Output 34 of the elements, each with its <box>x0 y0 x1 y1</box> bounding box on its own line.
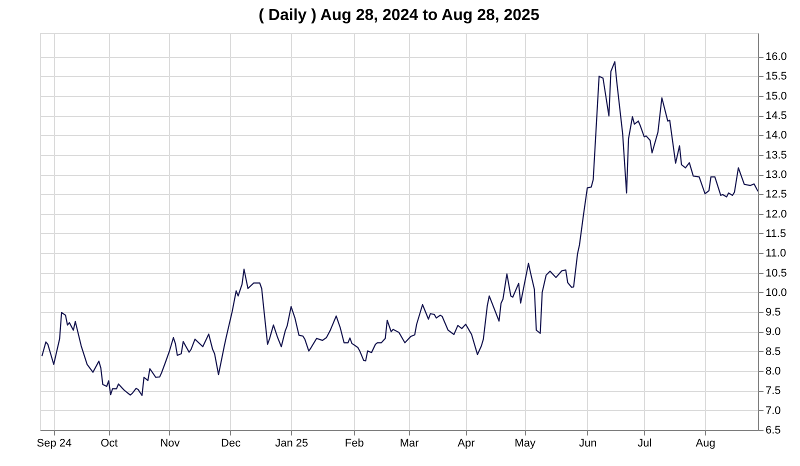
y-tick-label: 12.5 <box>766 188 787 201</box>
x-tick-label: Jul <box>638 438 652 450</box>
y-tick-label: 16.0 <box>766 51 787 64</box>
line-series <box>41 61 758 396</box>
x-tick-label: Apr <box>458 438 476 450</box>
x-tick-label: Jun <box>578 438 597 450</box>
y-tick-label: 15.5 <box>766 70 787 83</box>
x-tick-label: Jan 25 <box>275 438 308 450</box>
y-tick-label: 15.0 <box>766 90 787 102</box>
y-tick-label: 12.0 <box>766 208 787 220</box>
y-tick-label: 7.5 <box>766 385 781 398</box>
y-tick-label: 14.5 <box>766 110 787 122</box>
x-tick-label: Mar <box>400 438 420 450</box>
x-tick-label: Feb <box>344 438 364 450</box>
x-tick-label: May <box>514 438 536 450</box>
y-tick-label: 13.5 <box>766 149 787 162</box>
y-tick-label: 7.0 <box>766 404 781 417</box>
x-tick-label: Sep 24 <box>36 438 72 450</box>
y-tick-label: 8.0 <box>766 366 781 378</box>
y-tick-label: 11.0 <box>766 248 786 260</box>
x-tick-label: Dec <box>221 438 242 450</box>
y-tick-label: 10.0 <box>766 286 787 299</box>
y-tick-label: 13.0 <box>766 169 787 182</box>
y-tick-label: 9.5 <box>766 306 781 319</box>
x-tick-label: Oct <box>100 438 118 450</box>
y-tick-label: 11.5 <box>766 228 786 240</box>
y-tick-label: 14.0 <box>766 130 787 142</box>
chart-title: ( Daily ) Aug 28, 2024 to Aug 28, 2025 <box>258 7 540 24</box>
x-tick-label: Nov <box>160 438 180 450</box>
y-tick-label: 9.0 <box>766 326 781 338</box>
y-tick-label: 6.5 <box>766 424 781 436</box>
x-tick-label: Aug <box>696 438 716 450</box>
y-tick-label: 10.5 <box>766 267 787 280</box>
y-tick-label: 8.5 <box>766 346 781 358</box>
